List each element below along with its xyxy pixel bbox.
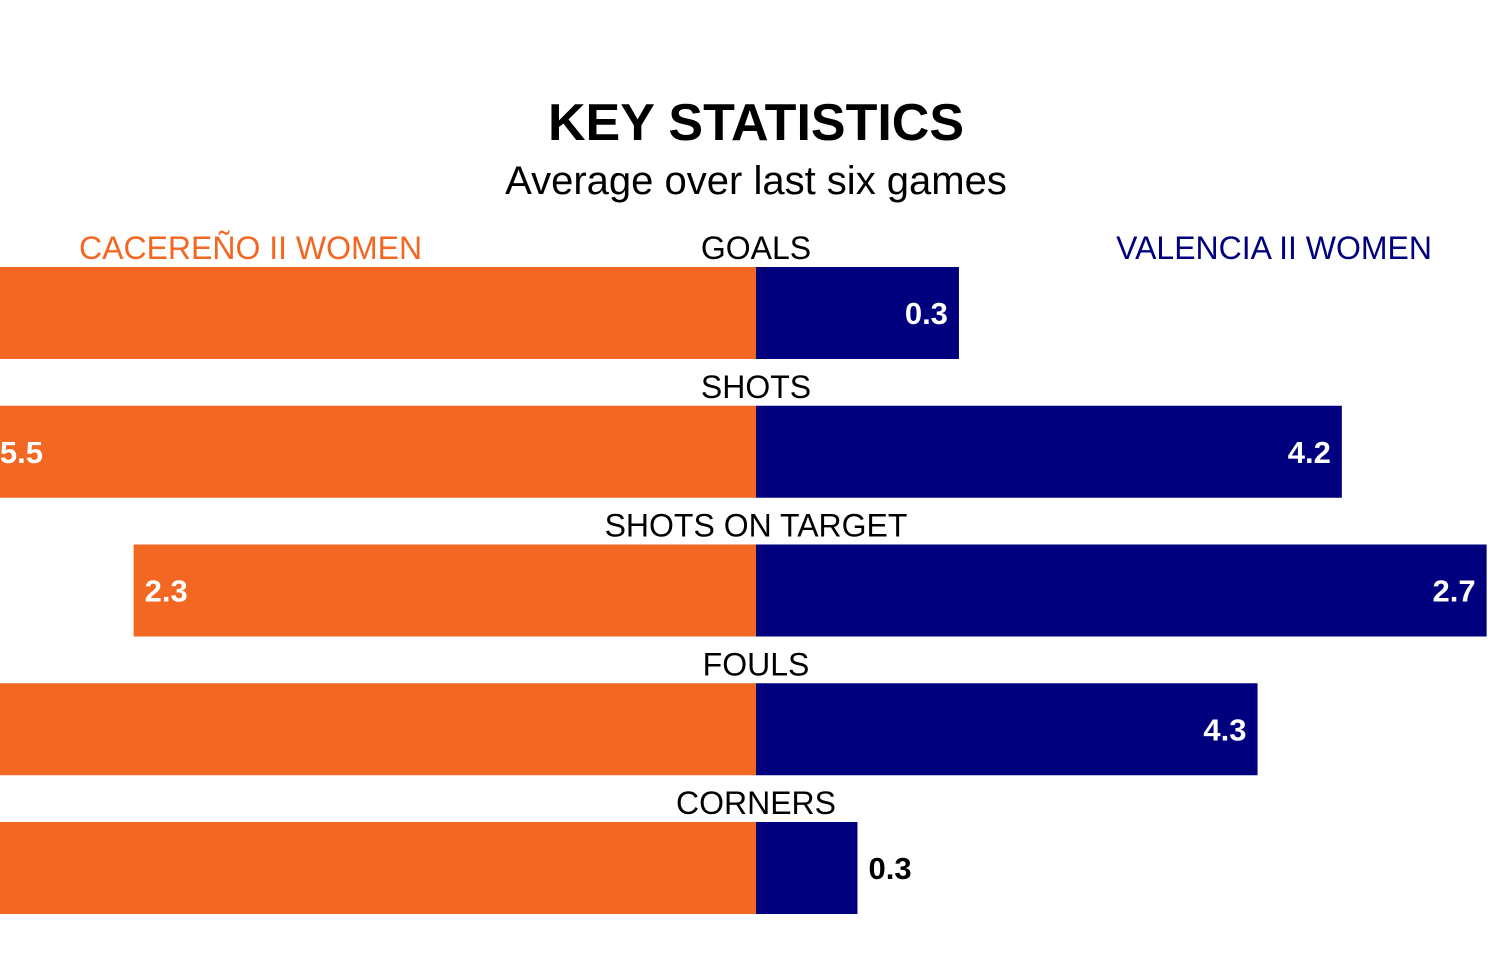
legend-away-team: VALENCIA II WOMEN — [1116, 230, 1432, 266]
category-label-corners: CORNERS — [676, 785, 836, 821]
chart-subtitle: Average over last six games — [505, 159, 1007, 203]
value-label-home-shots: 5.5 — [0, 435, 43, 470]
value-label-away-shots: 4.2 — [1288, 435, 1331, 470]
value-label-away-shots-on-target: 2.7 — [1433, 574, 1476, 609]
bar-home-shots — [0, 405, 757, 498]
bar-home-corners — [0, 822, 757, 914]
category-label-shots-on-target: SHOTS ON TARGET — [605, 508, 908, 544]
bar-home-fouls — [0, 683, 757, 776]
chart-title: KEY STATISTICS — [548, 94, 964, 152]
legend-home-team: CACEREÑO II WOMEN — [79, 230, 422, 266]
value-label-away-fouls: 4.3 — [1203, 712, 1246, 747]
value-label-home-shots-on-target: 2.3 — [145, 574, 188, 609]
value-label-away-corners: 0.3 — [868, 851, 911, 886]
bar-away-corners — [756, 822, 858, 914]
value-label-away-goals: 0.3 — [905, 296, 948, 331]
category-label-goals: GOALS — [701, 230, 811, 266]
bar-home-shots-on-target — [133, 544, 756, 637]
bar-away-goals — [756, 267, 959, 359]
category-label-shots: SHOTS — [701, 369, 811, 405]
category-label-fouls: FOULS — [703, 646, 810, 682]
bar-home-goals — [0, 267, 757, 359]
bar-away-fouls — [756, 683, 1258, 776]
bar-away-shots — [756, 405, 1342, 498]
bar-away-shots-on-target — [756, 544, 1487, 637]
